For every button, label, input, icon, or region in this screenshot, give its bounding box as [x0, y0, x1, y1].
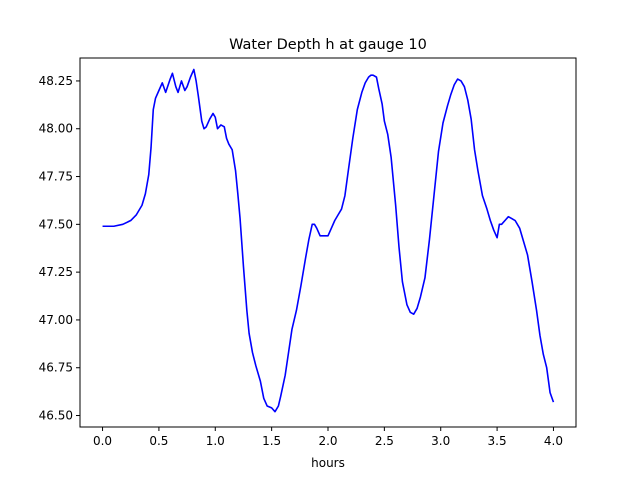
x-tick-label: 0.0 — [93, 434, 112, 448]
x-tick-label: 3.0 — [431, 434, 450, 448]
x-tick-label: 2.5 — [375, 434, 394, 448]
y-tick-label: 48.25 — [39, 74, 73, 88]
x-tick-label: 1.0 — [206, 434, 225, 448]
y-axis: 46.50 46.75 47.00 47.25 47.50 47.75 48.00 48.25 — [39, 74, 80, 423]
series-line-0 — [102, 68, 555, 413]
y-tick-label: 47.00 — [39, 313, 73, 327]
y-tick-label: 47.25 — [39, 265, 73, 279]
x-tick-label: 2.0 — [318, 434, 337, 448]
plot-frame — [79, 57, 577, 428]
y-tick-label: 46.50 — [39, 409, 73, 423]
y-tick-label: 47.50 — [39, 217, 73, 231]
chart-title: Water Depth h at gauge 10 — [229, 37, 427, 53]
x-tick-label: 1.5 — [262, 434, 281, 448]
y-tick-label: 47.75 — [39, 170, 73, 184]
x-tick-label: 4.0 — [544, 434, 563, 448]
x-tick-label: 3.5 — [488, 434, 507, 448]
y-tick-label: 48.00 — [39, 122, 73, 136]
y-tick-label: 46.75 — [39, 361, 73, 375]
x-tick-label: 0.5 — [149, 434, 168, 448]
x-axis-label: hours — [311, 456, 345, 470]
plot-area — [102, 68, 555, 413]
x-axis: 0.0 0.5 1.0 1.5 2.0 2.5 3.0 3.5 4.0 — [93, 427, 563, 448]
